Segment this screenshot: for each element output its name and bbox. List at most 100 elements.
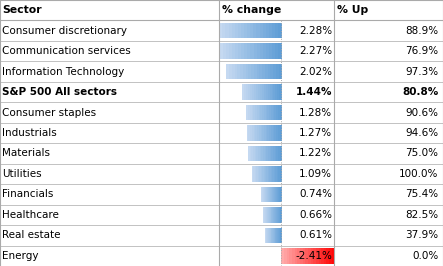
Bar (260, 125, 263, 141)
Bar (269, 166, 272, 182)
Bar (244, 23, 248, 39)
Bar (265, 187, 267, 202)
Bar (265, 227, 267, 243)
Bar (276, 125, 278, 141)
Bar (246, 105, 249, 120)
Bar (256, 166, 258, 182)
Text: 75.4%: 75.4% (405, 189, 439, 200)
Bar (250, 84, 253, 100)
Bar (222, 23, 226, 39)
Bar (326, 248, 330, 264)
Bar (223, 43, 226, 59)
Bar (271, 105, 273, 120)
Bar (262, 187, 264, 202)
Bar (235, 23, 238, 39)
Bar (271, 166, 273, 182)
Bar (261, 146, 264, 161)
Bar (225, 23, 229, 39)
Bar (280, 207, 282, 223)
Bar (269, 227, 270, 243)
Bar (270, 187, 272, 202)
Bar (254, 125, 256, 141)
Text: Energy: Energy (2, 251, 39, 261)
Text: 97.3%: 97.3% (405, 66, 439, 77)
Bar (256, 43, 260, 59)
Bar (262, 125, 264, 141)
Bar (266, 187, 268, 202)
Bar (257, 125, 259, 141)
Bar (329, 248, 332, 264)
Bar (295, 248, 298, 264)
Bar (251, 64, 254, 79)
Bar (254, 64, 257, 79)
Bar (273, 207, 275, 223)
Bar (277, 227, 279, 243)
Bar (266, 125, 268, 141)
Text: 37.9%: 37.9% (405, 230, 439, 240)
Bar (269, 23, 272, 39)
Bar (276, 84, 278, 100)
Text: 80.8%: 80.8% (402, 87, 439, 97)
Bar (273, 227, 274, 243)
Bar (242, 84, 245, 100)
Bar (273, 187, 275, 202)
Bar (266, 43, 269, 59)
Bar (262, 84, 264, 100)
Bar (308, 248, 311, 264)
Bar (264, 84, 266, 100)
Bar (278, 125, 280, 141)
Bar (267, 207, 268, 223)
Text: % Up: % Up (337, 5, 368, 15)
Bar (316, 248, 319, 264)
Bar (270, 227, 271, 243)
Bar (265, 207, 267, 223)
Bar (229, 64, 232, 79)
Bar (262, 105, 264, 120)
Text: % change: % change (222, 5, 281, 15)
Bar (274, 105, 276, 120)
Bar (253, 105, 256, 120)
Bar (264, 105, 266, 120)
Bar (292, 248, 295, 264)
Bar (238, 43, 241, 59)
Bar (280, 227, 282, 243)
Bar (270, 146, 272, 161)
Bar (268, 125, 270, 141)
Text: 75.0%: 75.0% (406, 148, 439, 159)
Bar (278, 187, 280, 202)
Bar (252, 105, 254, 120)
Bar (229, 43, 232, 59)
Bar (275, 146, 277, 161)
Bar (268, 187, 270, 202)
Bar (276, 105, 278, 120)
Bar (250, 125, 253, 141)
Text: Utilities: Utilities (2, 169, 42, 179)
Bar (289, 248, 292, 264)
Text: 0.66%: 0.66% (299, 210, 332, 220)
Bar (247, 43, 251, 59)
Bar (273, 84, 276, 100)
Bar (273, 146, 275, 161)
Bar (253, 43, 257, 59)
Bar (274, 166, 276, 182)
Bar (297, 248, 300, 264)
Bar (244, 43, 248, 59)
Bar (250, 146, 252, 161)
Text: Materials: Materials (2, 148, 50, 159)
Bar (274, 207, 276, 223)
Text: 0.61%: 0.61% (299, 230, 332, 240)
Bar (264, 207, 266, 223)
Bar (249, 64, 252, 79)
Bar (273, 125, 275, 141)
Bar (247, 125, 249, 141)
Bar (261, 187, 263, 202)
Bar (272, 146, 273, 161)
Bar (281, 248, 284, 264)
Bar (272, 166, 274, 182)
Bar (265, 146, 267, 161)
Bar (232, 43, 235, 59)
Bar (260, 23, 263, 39)
Bar (280, 187, 282, 202)
Bar (269, 105, 271, 120)
Bar (272, 43, 276, 59)
